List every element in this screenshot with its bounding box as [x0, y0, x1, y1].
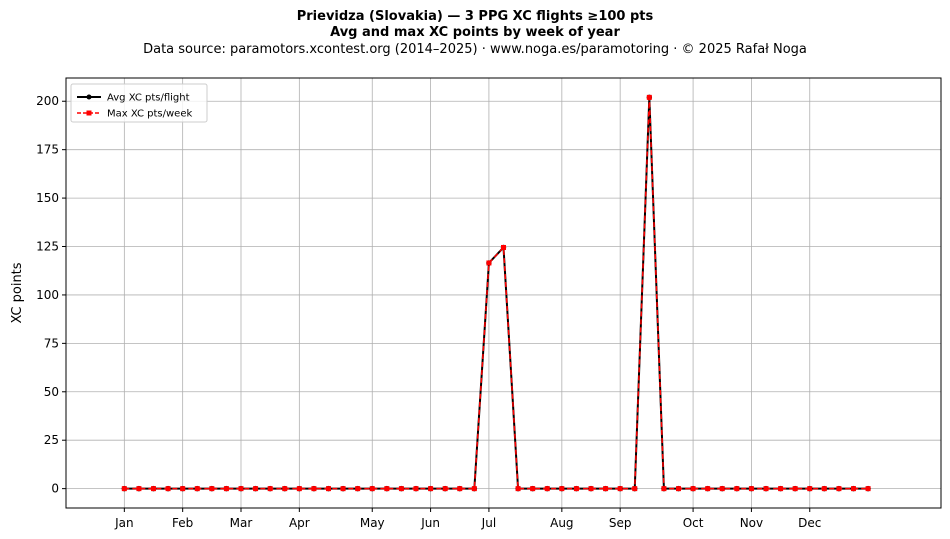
data-point-max	[865, 486, 871, 492]
y-tick-label: 0	[51, 482, 59, 496]
data-point-max	[705, 486, 711, 492]
data-point-max	[544, 486, 550, 492]
data-point-max	[238, 486, 244, 492]
data-point-max	[471, 486, 477, 492]
data-point-max	[311, 486, 317, 492]
y-tick-label: 150	[36, 191, 59, 205]
data-point-max	[223, 486, 229, 492]
data-point-max	[151, 486, 156, 492]
y-tick-label: 175	[36, 143, 59, 157]
y-tick-label: 100	[36, 288, 59, 302]
data-point-max	[778, 486, 784, 492]
x-tick-label: May	[360, 516, 385, 530]
x-tick-label: Mar	[230, 516, 253, 530]
data-point-max	[676, 486, 681, 492]
legend-label-max: Max XC pts/week	[107, 109, 192, 120]
x-tick-label: Oct	[683, 516, 704, 530]
data-point-max	[632, 486, 638, 492]
legend: Avg XC pts/flight Max XC pts/week	[70, 83, 208, 123]
data-point-max	[807, 486, 813, 492]
y-axis-label: XC points	[10, 262, 25, 323]
x-tick-label: Jul	[481, 516, 496, 530]
legend-marker-avg	[86, 94, 92, 100]
data-point-max	[603, 486, 609, 492]
data-point-max	[792, 486, 798, 492]
y-tick-label: 25	[44, 433, 59, 447]
x-tick-label: Nov	[740, 516, 763, 530]
data-point-max	[457, 486, 463, 492]
chart-title: Prievidza (Slovakia) — 3 PPG XC flights …	[296, 9, 654, 24]
data-point-max	[180, 486, 186, 492]
x-tick-label: Apr	[289, 516, 310, 530]
data-point-max	[559, 486, 565, 492]
data-point-max	[690, 486, 696, 492]
data-point-max	[369, 486, 375, 492]
data-point-max	[136, 486, 142, 492]
data-point-max	[734, 486, 740, 492]
data-point-max	[530, 486, 536, 492]
series-layer	[121, 94, 871, 492]
data-point-max	[253, 486, 259, 492]
y-tick-label: 125	[36, 240, 59, 254]
axis-ticks: 0 25 50 75 100 125 150 175 200 Jan Feb Mar Apr May Jun…	[36, 94, 821, 530]
data-point-max	[165, 486, 171, 492]
data-point-max	[719, 486, 725, 492]
y-tick-label: 200	[36, 94, 59, 108]
legend-marker-max	[86, 110, 92, 116]
data-point-max	[646, 94, 652, 100]
x-tick-label: Jan	[114, 516, 134, 530]
legend-box	[70, 83, 208, 123]
series-line-1	[124, 96, 869, 490]
data-point-max	[501, 244, 506, 250]
x-tick-label: Dec	[798, 516, 821, 530]
data-point-max	[194, 486, 200, 492]
plot-frame	[65, 77, 942, 509]
grid-lines	[66, 78, 941, 508]
legend-label-avg: Avg XC pts/flight	[107, 93, 190, 104]
x-tick-label: Aug	[550, 516, 573, 530]
data-point-max	[267, 486, 273, 492]
data-point-max	[821, 486, 827, 492]
data-point-max	[326, 486, 331, 492]
data-point-max	[413, 486, 419, 492]
data-point-max	[384, 486, 390, 492]
data-point-max	[296, 486, 302, 492]
chart-title-block: Prievidza (Slovakia) — 3 PPG XC flights …	[0, 9, 950, 59]
data-point-max	[121, 486, 127, 492]
data-point-max	[661, 486, 667, 492]
data-point-max	[340, 486, 346, 492]
data-point-max	[515, 486, 521, 492]
x-tick-label: Jun	[420, 516, 440, 530]
data-point-max	[748, 486, 754, 492]
data-point-max	[588, 486, 594, 492]
data-point-max	[486, 260, 492, 266]
data-point-max	[282, 486, 288, 492]
data-point-max	[617, 486, 623, 492]
data-point-max	[398, 486, 404, 492]
data-point-max	[428, 486, 434, 492]
y-tick-label: 75	[44, 336, 59, 350]
data-point-max	[442, 486, 448, 492]
x-tick-label: Sep	[609, 516, 632, 530]
data-point-max	[355, 486, 361, 492]
y-tick-label: 50	[44, 385, 59, 399]
data-point-max	[763, 486, 769, 492]
data-point-max	[851, 486, 856, 492]
data-point-max	[836, 486, 842, 492]
chart-subtitle: Data source: paramotors.xcontest.org (20…	[143, 42, 807, 57]
data-point-max	[573, 486, 579, 492]
series-line-0	[124, 96, 869, 490]
data-point-max	[209, 486, 215, 492]
chart-title-line2: Avg and max XC points by week of year	[330, 25, 620, 40]
x-tick-label: Feb	[172, 516, 193, 530]
